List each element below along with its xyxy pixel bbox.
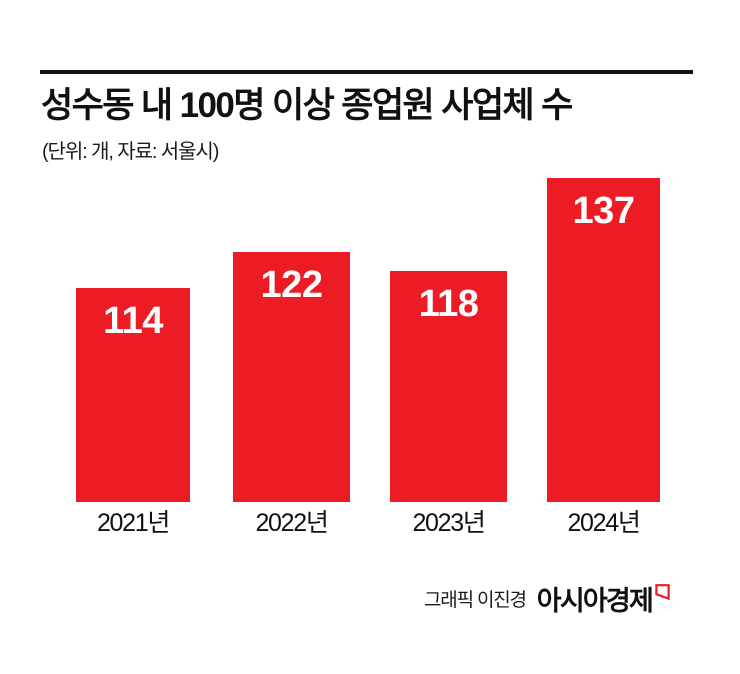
x-tick-label-2022: 2022년 (255, 509, 328, 537)
header-rule (40, 70, 693, 74)
bar-2022 (233, 252, 350, 502)
flag-mark-icon (655, 584, 670, 600)
x-tick-label-2024: 2024년 (567, 509, 640, 537)
bar-value-2024: 137 (572, 190, 635, 232)
page-title: 성수동 내 100명 이상 종업원 사업체 수 (41, 86, 573, 125)
x-tick-label-2021: 2021년 (96, 509, 170, 537)
bar-value-2023: 118 (418, 283, 479, 325)
bar-2024 (547, 178, 660, 502)
credit-author: 그래픽 이진경 (424, 589, 527, 611)
bar-2023 (390, 271, 507, 502)
chart-subtitle: (단위: 개, 자료: 서울시) (42, 141, 219, 163)
bar-2021 (76, 288, 190, 502)
credit-line: 그래픽 이진경 아시아경제 (370, 580, 670, 616)
bar-value-2022: 122 (260, 264, 323, 306)
x-tick-label-2023: 2023년 (412, 509, 485, 537)
credit-brand: 아시아경제 (536, 585, 654, 616)
bar-value-2021: 114 (103, 300, 163, 342)
